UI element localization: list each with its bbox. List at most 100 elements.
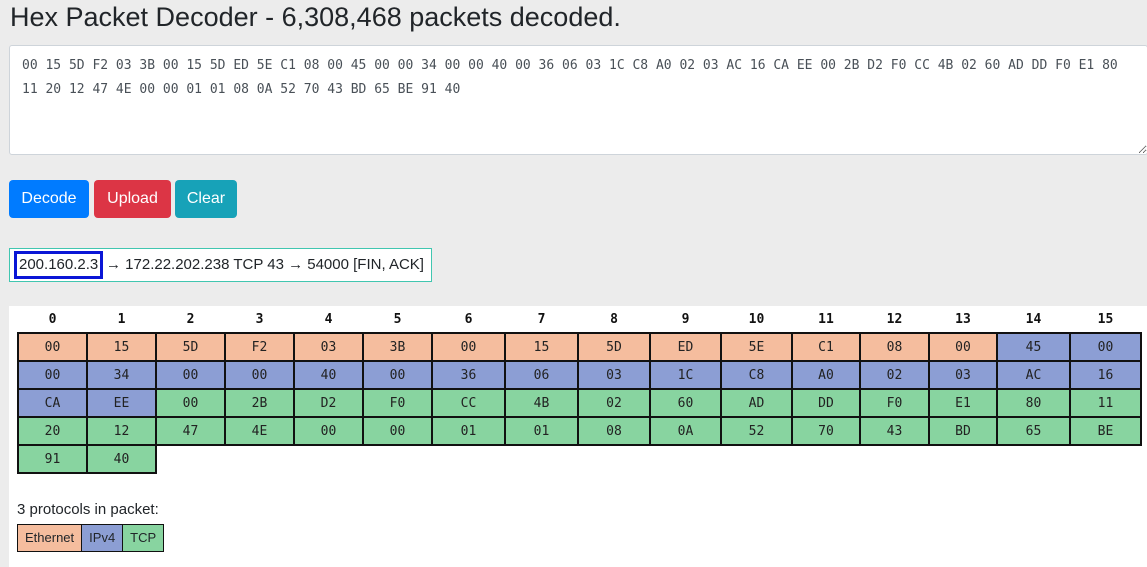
hex-input[interactable]: 00 15 5D F2 03 3B 00 15 5D ED 5E C1 08 0…	[9, 45, 1147, 155]
byte-cell[interactable]: 00	[928, 332, 998, 362]
byte-cell[interactable]: 1C	[649, 360, 722, 390]
byte-cell[interactable]: C8	[720, 360, 793, 390]
byte-cell[interactable]: 00	[362, 416, 433, 446]
byte-cell[interactable]: 00	[362, 360, 433, 390]
byte-cell[interactable]: 03	[577, 360, 651, 390]
byte-cell[interactable]: 52	[720, 416, 793, 446]
byte-table-header: 0 1 2 3 4 5 6 7 8 9 10 11 12 13 14 15	[18, 306, 1141, 333]
byte-cell[interactable]: 40	[293, 360, 364, 390]
byte-cell[interactable]: EE	[86, 388, 157, 418]
byte-cell[interactable]: 70	[791, 416, 861, 446]
byte-cell[interactable]: 00	[155, 360, 226, 390]
byte-cell[interactable]: 06	[504, 360, 579, 390]
byte-table: 0 1 2 3 4 5 6 7 8 9 10 11 12 13 14 15 00 15 5D F2 03 3B 00 15 5…	[17, 306, 1142, 474]
byte-cell[interactable]: 00	[293, 416, 364, 446]
byte-cell[interactable]: AC	[996, 360, 1071, 390]
byte-cell[interactable]: 08	[577, 416, 651, 446]
byte-cell[interactable]: 3B	[362, 332, 433, 362]
byte-cell-empty	[929, 445, 997, 473]
decode-button[interactable]: Decode	[9, 180, 89, 218]
byte-column-header: 13	[955, 311, 971, 327]
byte-cell[interactable]: 00	[17, 360, 88, 390]
byte-cell[interactable]: 11	[1069, 388, 1142, 418]
byte-cell[interactable]: 34	[86, 360, 157, 390]
source-ip[interactable]: 200.160.2.3	[14, 251, 104, 279]
upload-button[interactable]: Upload	[94, 180, 171, 218]
byte-cell[interactable]: 4E	[224, 416, 295, 446]
byte-cell[interactable]: F0	[362, 388, 433, 418]
byte-cell[interactable]: 80	[996, 388, 1071, 418]
byte-cell[interactable]: 2B	[224, 388, 295, 418]
byte-column-header: 1	[117, 311, 126, 327]
byte-cell[interactable]: F0	[859, 388, 930, 418]
byte-column-header: 3	[255, 311, 264, 327]
byte-cell-empty	[505, 445, 578, 473]
byte-cell[interactable]: 16	[1069, 360, 1142, 390]
byte-cell-empty	[363, 445, 432, 473]
byte-cell[interactable]: 00	[431, 332, 506, 362]
byte-cell[interactable]: 02	[859, 360, 930, 390]
byte-cell[interactable]: C1	[791, 332, 861, 362]
byte-cell-empty	[721, 445, 792, 473]
byte-cell[interactable]: 4B	[504, 388, 579, 418]
byte-cell[interactable]: 12	[86, 416, 157, 446]
byte-cell[interactable]: 40	[86, 444, 157, 474]
legend-eth: Ethernet	[18, 525, 82, 551]
byte-cell[interactable]: DD	[791, 388, 861, 418]
byte-column-header: 14	[1025, 311, 1042, 327]
byte-cell-empty	[156, 445, 225, 473]
byte-cell[interactable]: 0A	[649, 416, 722, 446]
byte-row: 00 15 5D F2 03 3B 00 15 5D ED 5E C1 08 00 45 00	[17, 332, 1142, 362]
byte-cell[interactable]: 20	[17, 416, 88, 446]
byte-cell[interactable]: 00	[155, 388, 226, 418]
packet-summary: 200.160.2.3 → 172.22.202.238 TCP 43 → 54…	[9, 248, 432, 282]
byte-cell[interactable]: F2	[224, 332, 295, 362]
byte-column-header: 0	[48, 311, 57, 327]
byte-cell[interactable]: AD	[720, 388, 793, 418]
byte-cell[interactable]: A0	[791, 360, 861, 390]
byte-cell[interactable]: 00	[1069, 332, 1142, 362]
byte-cell[interactable]: 08	[859, 332, 930, 362]
byte-cell[interactable]: BD	[928, 416, 998, 446]
byte-cell[interactable]: 5D	[577, 332, 651, 362]
byte-cell[interactable]: 91	[17, 444, 88, 474]
byte-cell[interactable]: 5D	[155, 332, 226, 362]
byte-cell[interactable]: 15	[504, 332, 579, 362]
summary-text: → 172.22.202.238 TCP 43 → 54000 [FIN, AC…	[106, 256, 424, 273]
byte-row: 00 34 00 00 40 00 36 06 03 1C C8 A0 02 03 AC 16	[17, 360, 1142, 390]
byte-cell[interactable]: CC	[431, 388, 506, 418]
byte-column-header: 4	[324, 311, 333, 327]
byte-cell[interactable]: 01	[504, 416, 579, 446]
byte-column-header: 6	[464, 311, 473, 327]
byte-cell[interactable]: E1	[928, 388, 998, 418]
byte-cell[interactable]: 43	[859, 416, 930, 446]
byte-column-header: 5	[393, 311, 402, 327]
byte-row: 91 40	[17, 444, 1141, 474]
byte-column-header: 7	[537, 311, 546, 327]
clear-button[interactable]: Clear	[175, 180, 237, 218]
byte-cell[interactable]: 47	[155, 416, 226, 446]
byte-cell-empty	[1070, 445, 1141, 473]
byte-cell[interactable]: 36	[431, 360, 506, 390]
byte-cell[interactable]: 00	[224, 360, 295, 390]
byte-cell[interactable]: BE	[1069, 416, 1142, 446]
byte-cell[interactable]: CA	[17, 388, 88, 418]
byte-cell[interactable]: 5E	[720, 332, 793, 362]
byte-table-panel: 0 1 2 3 4 5 6 7 8 9 10 11 12 13 14 15 00 15 5D F2 03 3B 00 15 5…	[9, 306, 1147, 567]
byte-cell[interactable]: ED	[649, 332, 722, 362]
byte-cell[interactable]: D2	[293, 388, 364, 418]
byte-cell[interactable]: 03	[928, 360, 998, 390]
byte-cell[interactable]: 65	[996, 416, 1071, 446]
byte-cell[interactable]: 02	[577, 388, 651, 418]
byte-cell[interactable]: 45	[996, 332, 1071, 362]
byte-cell-empty	[432, 445, 505, 473]
byte-row: CA EE 00 2B D2 F0 CC 4B 02 60 AD DD F0 E1 80 11	[17, 388, 1142, 418]
byte-cell[interactable]: 60	[649, 388, 722, 418]
byte-cell[interactable]: 01	[431, 416, 506, 446]
byte-cell[interactable]: 00	[17, 332, 88, 362]
byte-cell[interactable]: 03	[293, 332, 364, 362]
byte-cell-empty	[225, 445, 294, 473]
byte-cell-empty	[792, 445, 860, 473]
byte-cell[interactable]: 15	[86, 332, 157, 362]
